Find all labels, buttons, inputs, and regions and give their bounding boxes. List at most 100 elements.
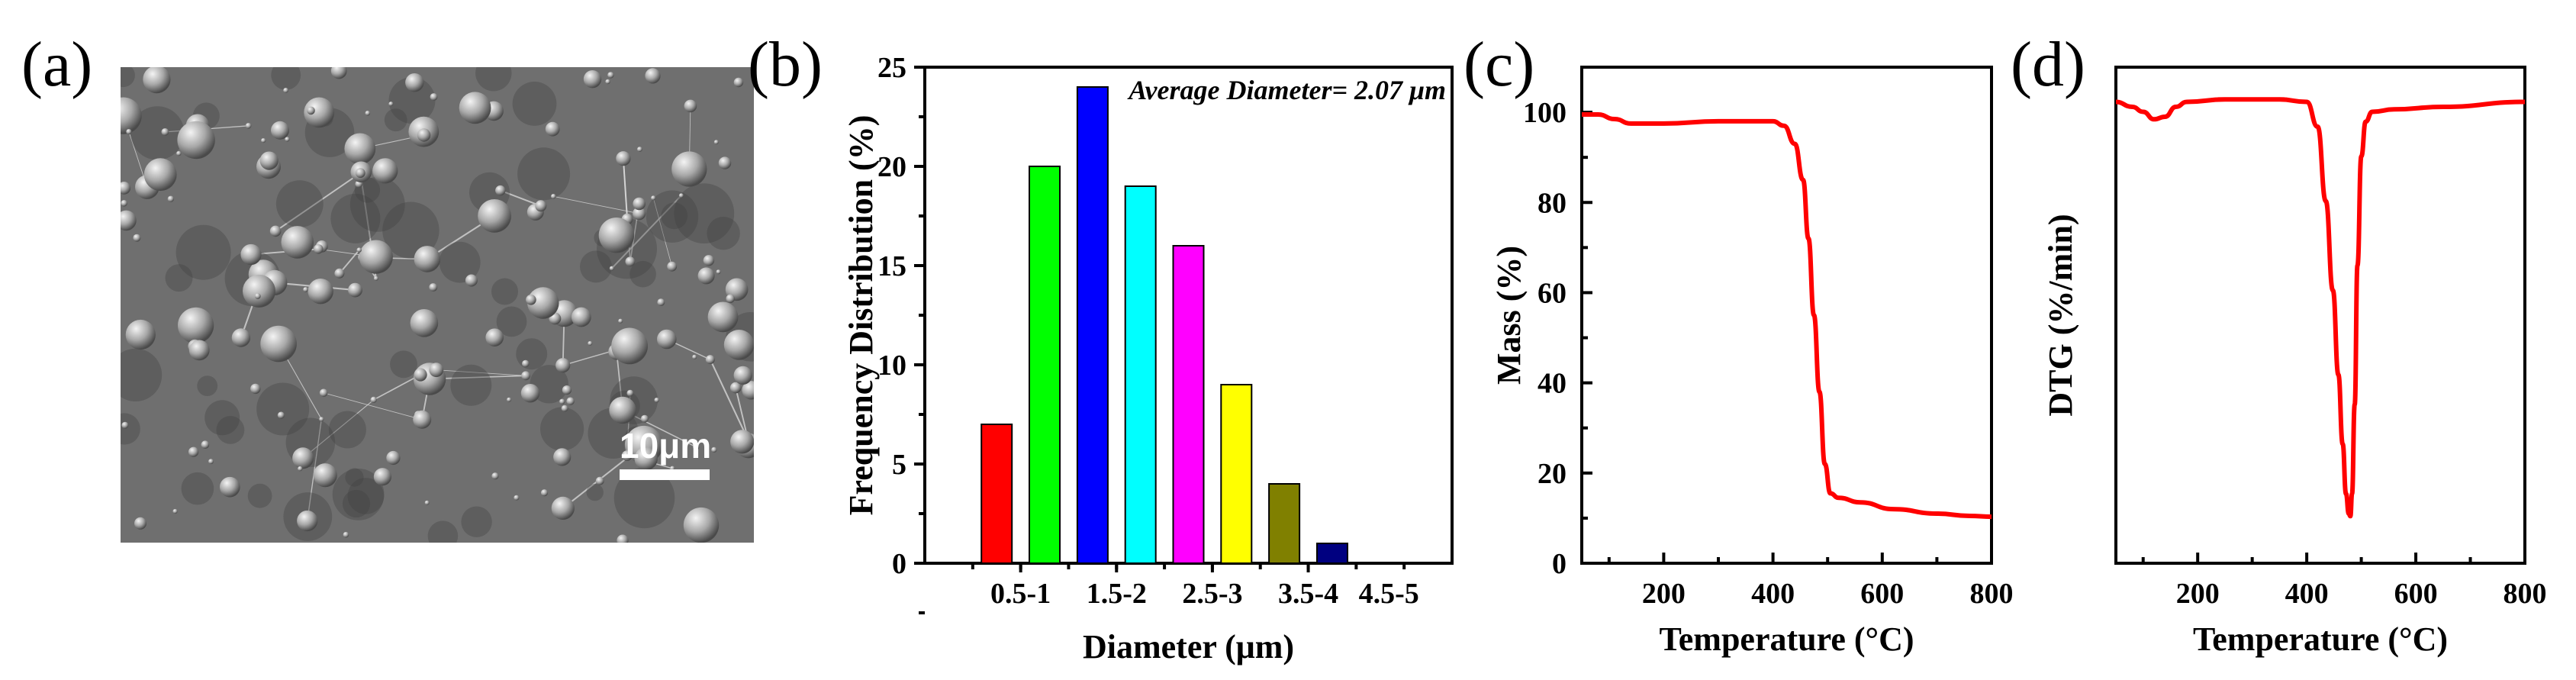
y-axis-title: DTG (%/min) bbox=[2042, 214, 2079, 416]
sem-sphere bbox=[553, 448, 572, 466]
y-tick-label: 20 bbox=[1538, 458, 1567, 490]
sem-fiber bbox=[302, 399, 375, 459]
sem-sphere bbox=[314, 244, 324, 254]
sem-sphere bbox=[551, 496, 575, 520]
x-tick-label: 1.5-2 bbox=[1087, 578, 1147, 610]
sem-sphere bbox=[405, 73, 424, 92]
sem-shadow bbox=[342, 489, 371, 518]
sem-sphere bbox=[277, 411, 285, 419]
x-tick-label: 200 bbox=[1642, 578, 1686, 610]
sem-fiber bbox=[373, 374, 421, 401]
sem-sphere bbox=[121, 421, 129, 429]
sem-fiber bbox=[307, 419, 322, 521]
sem-shadow bbox=[586, 483, 604, 501]
sem-sphere bbox=[373, 468, 391, 486]
sem-sphere bbox=[414, 246, 441, 272]
sem-sphere bbox=[692, 354, 697, 359]
sem-sphere bbox=[121, 210, 137, 231]
sem-sphere bbox=[583, 70, 602, 89]
chart-c-series-line bbox=[1581, 112, 1992, 520]
y-axis-title: Mass (%) bbox=[1490, 246, 1528, 385]
sem-sphere bbox=[188, 446, 199, 457]
panel-c-letter: (c) bbox=[1463, 29, 1534, 100]
sem-sphere bbox=[413, 410, 432, 429]
sem-shadow bbox=[707, 217, 740, 250]
sem-shadow bbox=[275, 180, 324, 227]
sem-sphere bbox=[414, 368, 427, 382]
sem-sphere bbox=[319, 417, 324, 422]
sem-sphere bbox=[633, 197, 646, 211]
sem-sphere bbox=[625, 256, 636, 267]
sem-sphere bbox=[657, 329, 677, 350]
sem-sphere bbox=[693, 443, 700, 450]
x-axis-title: Diameter (μm) bbox=[1083, 628, 1294, 665]
x-tick-label: 400 bbox=[2285, 578, 2329, 610]
sem-shadow bbox=[580, 250, 612, 283]
sem-shadow bbox=[496, 306, 527, 337]
sem-sphere bbox=[126, 129, 132, 135]
sem-sphere bbox=[355, 168, 365, 179]
sem-sphere bbox=[343, 531, 349, 538]
sem-sphere bbox=[684, 99, 697, 113]
x-tick-label: 400 bbox=[1751, 578, 1795, 610]
x-tick-label: 800 bbox=[2504, 578, 2547, 610]
y-axis-title: Frequency Distribution (%) bbox=[842, 115, 880, 516]
y-tick-label: 15 bbox=[877, 250, 906, 282]
sem-sphere bbox=[705, 355, 715, 365]
sem-shadow bbox=[674, 183, 735, 243]
sem-sphere bbox=[535, 200, 547, 212]
sem-shadow bbox=[347, 478, 385, 514]
sem-sphere bbox=[133, 234, 141, 242]
sem-sphere bbox=[260, 325, 297, 363]
sem-sphere bbox=[478, 199, 511, 233]
x-tick-label: 4.5-5 bbox=[1359, 578, 1419, 610]
sem-sphere bbox=[410, 309, 439, 337]
sem-sphere bbox=[716, 269, 721, 275]
bar-4-4.5 bbox=[1316, 543, 1348, 564]
sem-sphere bbox=[566, 397, 575, 405]
sem-image: 10μm bbox=[121, 67, 754, 543]
sem-sphere bbox=[742, 381, 754, 400]
sem-shadow bbox=[613, 467, 675, 529]
sem-sphere bbox=[243, 274, 275, 308]
sem-sphere bbox=[250, 383, 261, 395]
x-tick-label: 3.5-4 bbox=[1278, 578, 1338, 610]
sem-fiber bbox=[622, 409, 697, 448]
sem-sphere bbox=[178, 307, 214, 343]
sem-sphere bbox=[595, 476, 604, 485]
sem-sphere bbox=[522, 359, 530, 368]
sem-sphere bbox=[430, 93, 438, 101]
sem-sphere bbox=[607, 72, 614, 79]
sem-sphere bbox=[429, 363, 444, 378]
sem-sphere bbox=[281, 226, 314, 259]
sem-sphere bbox=[220, 476, 240, 498]
x-tick-label: 0.5-1 bbox=[990, 578, 1051, 610]
sem-sphere bbox=[551, 193, 556, 199]
sem-sphere bbox=[526, 295, 536, 305]
y-tick-label: 40 bbox=[1538, 368, 1567, 400]
sem-sphere bbox=[429, 283, 438, 292]
sem-sphere bbox=[121, 97, 142, 134]
sem-sphere bbox=[485, 328, 504, 347]
sem-sphere bbox=[718, 156, 732, 169]
sem-texture bbox=[121, 67, 754, 543]
sem-shadow bbox=[516, 338, 548, 370]
sem-sphere bbox=[703, 255, 715, 266]
sem-sphere bbox=[657, 298, 665, 306]
sem-shadow bbox=[450, 364, 492, 406]
sem-sphere bbox=[605, 79, 610, 85]
sem-sphere bbox=[388, 102, 394, 107]
sem-sphere bbox=[491, 472, 499, 480]
sem-sphere bbox=[292, 447, 314, 469]
sem-sphere bbox=[344, 133, 376, 165]
y-tick-label: 10 bbox=[877, 350, 906, 382]
sem-sphere bbox=[365, 111, 371, 116]
sem-sphere bbox=[561, 404, 568, 412]
sem-sphere bbox=[733, 77, 744, 88]
sem-shadow bbox=[332, 469, 385, 520]
sem-shadow bbox=[130, 106, 185, 160]
sem-shadow bbox=[121, 413, 140, 445]
sem-sphere bbox=[359, 240, 393, 274]
sem-sphere bbox=[678, 193, 684, 198]
sem-shadow bbox=[540, 407, 584, 451]
